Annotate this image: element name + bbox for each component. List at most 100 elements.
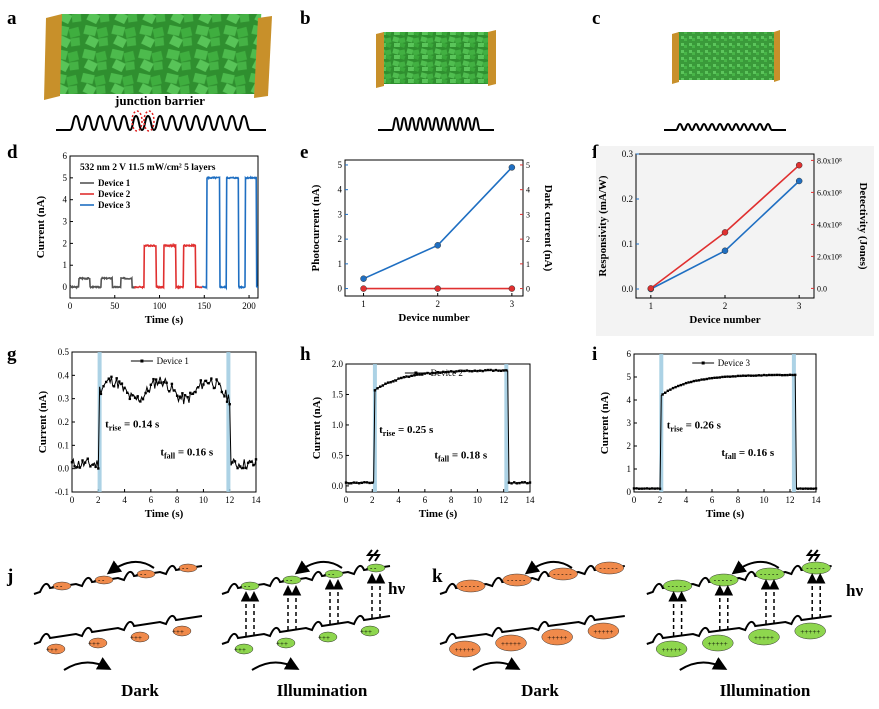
electron-cluster: [548, 567, 578, 581]
transient-point: [796, 487, 799, 490]
transient-point: [801, 487, 805, 490]
transient-point: [344, 481, 348, 484]
illumination-edge-band: [504, 364, 509, 492]
y-tick-label: 5: [338, 160, 343, 170]
transient-point: [147, 389, 150, 393]
y-tick-label: 2: [338, 234, 343, 244]
electron-sign: -: [603, 564, 606, 572]
transient-point: [368, 481, 371, 485]
transient-point: [671, 386, 675, 390]
y-axis-label: Current (nA): [35, 195, 47, 258]
transient-point: [397, 377, 400, 380]
legend-marker: [701, 361, 705, 365]
hole-sign: +: [96, 640, 100, 648]
electron-cluster: [178, 563, 198, 573]
hole-cluster: [541, 628, 573, 646]
transient-point: [73, 465, 76, 468]
transient-point: [721, 375, 724, 379]
electron-sign: -: [569, 570, 572, 578]
hole-sign: +: [804, 628, 808, 636]
transient-point: [149, 383, 153, 386]
transient-point: [705, 377, 708, 381]
x-tick-label: 2: [370, 495, 375, 505]
y-axis-label: Current (nA): [311, 396, 323, 459]
transient-point: [478, 369, 482, 372]
transient-point: [373, 389, 377, 392]
transient-point: [507, 481, 511, 484]
transient-point: [434, 371, 437, 375]
hole-sign: +: [712, 640, 716, 648]
series-line-device-2: [133, 242, 203, 290]
transient-point: [183, 394, 187, 397]
transient-point: [765, 374, 768, 377]
transient-point: [244, 466, 247, 470]
electron-sign: -: [507, 576, 510, 584]
transient-point: [788, 373, 792, 377]
data-point-detectivity: [721, 229, 729, 236]
legend-entry: Device 1: [98, 178, 131, 188]
x-tick-label: 2: [435, 299, 440, 309]
transient-point: [768, 373, 771, 377]
transient-point: [239, 465, 242, 468]
chart-d: 0 50 100 150 200 0 1 2 3 4 5 6 Time (s) Current (nA) 5…: [35, 151, 259, 326]
hole-sign: +: [471, 646, 475, 654]
transient-point: [520, 481, 524, 484]
y2-tick-label: 2.0x10⁸: [817, 252, 842, 261]
transient-point: [739, 374, 742, 378]
conduction-band: [221, 564, 391, 595]
hole-cluster: [495, 634, 527, 652]
x-tick-label: 12: [499, 495, 508, 505]
conduction-band: [439, 564, 625, 595]
hole-sign: +: [563, 634, 567, 642]
hole-sign: +: [770, 634, 774, 642]
data-point-dark current: [360, 285, 367, 292]
data-point-dark current: [434, 285, 441, 292]
hole-sign: +: [609, 628, 613, 636]
y-tick-label: 0.2: [58, 417, 69, 427]
transient-point: [476, 369, 479, 373]
transient-point: [212, 386, 216, 390]
y2-tick-label: 8.0x10⁸: [817, 156, 842, 165]
hole-sign: +: [670, 646, 674, 654]
rise-time-label: trise = 0.26 s: [667, 420, 722, 434]
hole-cluster: [360, 625, 380, 637]
transient-point: [716, 376, 719, 379]
transient-point: [220, 390, 224, 394]
hole-sign: +: [54, 646, 58, 654]
conduction-band: [646, 564, 832, 595]
transient-point: [392, 380, 395, 383]
transient-point: [484, 369, 487, 372]
hole-sign: +: [678, 646, 682, 654]
electron-flow-arrow: [294, 560, 343, 575]
electron-sign: -: [94, 576, 97, 584]
transient-point: [204, 379, 208, 383]
electron-cluster: [502, 573, 532, 587]
hole-cluster: [655, 640, 688, 658]
hole-sign: +: [92, 640, 96, 648]
valence-band: [646, 614, 832, 645]
panel-label-i: i: [592, 344, 597, 365]
electron-sign: -: [680, 582, 683, 590]
hole-sign: +: [459, 646, 463, 654]
electron-sign: -: [186, 564, 189, 572]
y-axis-label: Photocurrent (nA): [310, 184, 322, 271]
y-tick-label: 4: [627, 395, 632, 405]
y-tick-label: 1: [338, 259, 343, 269]
x-tick-label: 10: [760, 495, 770, 505]
transient-point: [744, 374, 747, 377]
transient-point: [465, 369, 469, 372]
transient-point: [635, 487, 638, 490]
transient-point: [468, 369, 471, 373]
hole-sign: +: [368, 628, 372, 636]
rise-time-label: trise = 0.25 s: [379, 424, 434, 438]
y-tick-label: 3: [627, 418, 632, 428]
hole-sign: +: [758, 634, 762, 642]
plot-frame: [344, 159, 524, 297]
electron-sign: -: [240, 582, 243, 590]
transient-point: [640, 487, 643, 490]
transient-point: [202, 383, 205, 386]
data-point-responsivity: [721, 247, 729, 254]
transient-point: [708, 377, 711, 380]
transient-point: [809, 487, 812, 490]
